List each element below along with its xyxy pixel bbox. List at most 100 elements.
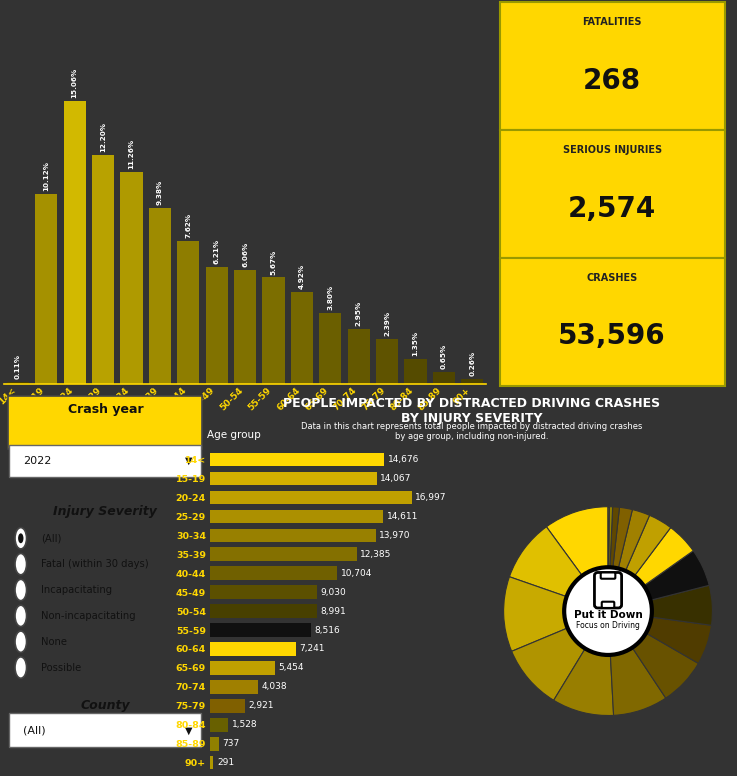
Text: 4,038: 4,038 — [262, 682, 287, 691]
Text: None: None — [41, 636, 67, 646]
Wedge shape — [646, 617, 711, 663]
Text: 9.38%: 9.38% — [157, 179, 163, 205]
Circle shape — [15, 528, 27, 549]
Text: 16,997: 16,997 — [415, 493, 447, 502]
Text: 1,528: 1,528 — [231, 720, 257, 729]
Text: Focus on Driving: Focus on Driving — [576, 622, 640, 630]
Text: 9,030: 9,030 — [321, 587, 346, 597]
Bar — [210, 472, 377, 485]
Text: Incapacitating: Incapacitating — [41, 585, 113, 595]
Bar — [206, 267, 228, 384]
Text: 10.12%: 10.12% — [43, 161, 49, 191]
Wedge shape — [651, 585, 713, 625]
Bar — [120, 172, 142, 384]
Text: Data in this chart represents total people impacted by distracted driving crashe: Data in this chart represents total peop… — [301, 422, 643, 441]
Bar — [210, 585, 317, 599]
Text: FATALITIES: FATALITIES — [582, 17, 642, 27]
Bar — [210, 661, 275, 675]
Wedge shape — [613, 508, 632, 569]
Text: 0.11%: 0.11% — [15, 354, 21, 379]
Bar — [210, 643, 296, 656]
Bar — [63, 101, 85, 384]
Text: County: County — [80, 699, 130, 712]
Text: 2.95%: 2.95% — [356, 300, 362, 326]
Text: Put it Down: Put it Down — [573, 610, 643, 620]
Text: 8,516: 8,516 — [315, 625, 340, 635]
Wedge shape — [503, 577, 567, 651]
Bar — [210, 490, 411, 504]
Wedge shape — [511, 628, 585, 700]
Bar — [319, 313, 341, 384]
Bar — [291, 292, 313, 384]
Text: ▼: ▼ — [184, 726, 192, 736]
Bar — [405, 359, 427, 384]
Text: Fatal (within 30 days): Fatal (within 30 days) — [41, 559, 149, 569]
Text: Possible: Possible — [41, 663, 82, 673]
Text: 3.80%: 3.80% — [327, 285, 333, 310]
Text: 5.67%: 5.67% — [270, 249, 276, 275]
Text: Non-incapacitating: Non-incapacitating — [41, 611, 136, 621]
Text: ▼: ▼ — [184, 456, 192, 466]
Text: 2022: 2022 — [23, 456, 52, 466]
Text: (All): (All) — [41, 533, 62, 543]
FancyBboxPatch shape — [10, 445, 201, 477]
Text: 0.26%: 0.26% — [469, 352, 475, 376]
Text: 2.39%: 2.39% — [384, 311, 390, 336]
Bar — [210, 547, 357, 561]
Wedge shape — [609, 507, 612, 567]
Wedge shape — [608, 507, 609, 567]
Text: 12,385: 12,385 — [360, 549, 392, 559]
Text: Age group: Age group — [207, 431, 261, 441]
Text: (All): (All) — [23, 726, 46, 736]
Text: CRASHES: CRASHES — [587, 273, 638, 283]
Text: 14,676: 14,676 — [388, 455, 419, 464]
FancyBboxPatch shape — [602, 601, 615, 608]
Bar — [149, 208, 171, 384]
Wedge shape — [509, 527, 582, 597]
Circle shape — [15, 605, 27, 626]
Bar — [262, 278, 284, 384]
Bar — [210, 510, 383, 523]
FancyBboxPatch shape — [8, 396, 203, 449]
Bar — [348, 328, 370, 384]
Bar — [210, 566, 337, 580]
Bar — [461, 379, 483, 384]
Text: 14,611: 14,611 — [387, 512, 418, 521]
Bar — [210, 452, 384, 466]
Text: 291: 291 — [217, 758, 234, 767]
FancyBboxPatch shape — [601, 573, 615, 579]
Text: SERIOUS INJURIES: SERIOUS INJURIES — [562, 145, 662, 155]
Bar — [210, 528, 376, 542]
Wedge shape — [635, 528, 694, 586]
Circle shape — [15, 553, 27, 575]
Text: 6.06%: 6.06% — [242, 242, 248, 267]
Text: 268: 268 — [583, 67, 641, 95]
Text: 13,970: 13,970 — [380, 531, 411, 540]
Wedge shape — [626, 515, 671, 576]
Text: 1.35%: 1.35% — [413, 331, 419, 356]
Bar — [210, 699, 245, 712]
Text: 10,704: 10,704 — [340, 569, 372, 577]
Text: 6.21%: 6.21% — [214, 239, 220, 265]
Text: 14,067: 14,067 — [380, 474, 412, 483]
Text: 8,991: 8,991 — [320, 607, 346, 615]
Text: 11.26%: 11.26% — [128, 139, 134, 169]
Wedge shape — [644, 551, 709, 601]
Circle shape — [15, 657, 27, 678]
Bar — [210, 623, 311, 637]
Bar — [177, 241, 199, 384]
Circle shape — [18, 533, 24, 543]
Bar — [7, 382, 29, 384]
Bar — [92, 154, 114, 384]
Text: 7,241: 7,241 — [299, 645, 325, 653]
Bar — [376, 339, 398, 384]
Text: 12.20%: 12.20% — [100, 122, 106, 152]
Text: 2,921: 2,921 — [248, 702, 273, 710]
Text: 0.65%: 0.65% — [441, 344, 447, 369]
Wedge shape — [618, 510, 649, 571]
Bar — [210, 718, 228, 732]
Circle shape — [15, 631, 27, 653]
FancyBboxPatch shape — [500, 2, 724, 130]
Wedge shape — [553, 649, 614, 715]
Text: PEOPLE IMPACTED BY DISTRACTED DRIVING CRASHES
BY INJURY SEVERITY: PEOPLE IMPACTED BY DISTRACTED DRIVING CR… — [283, 397, 660, 425]
